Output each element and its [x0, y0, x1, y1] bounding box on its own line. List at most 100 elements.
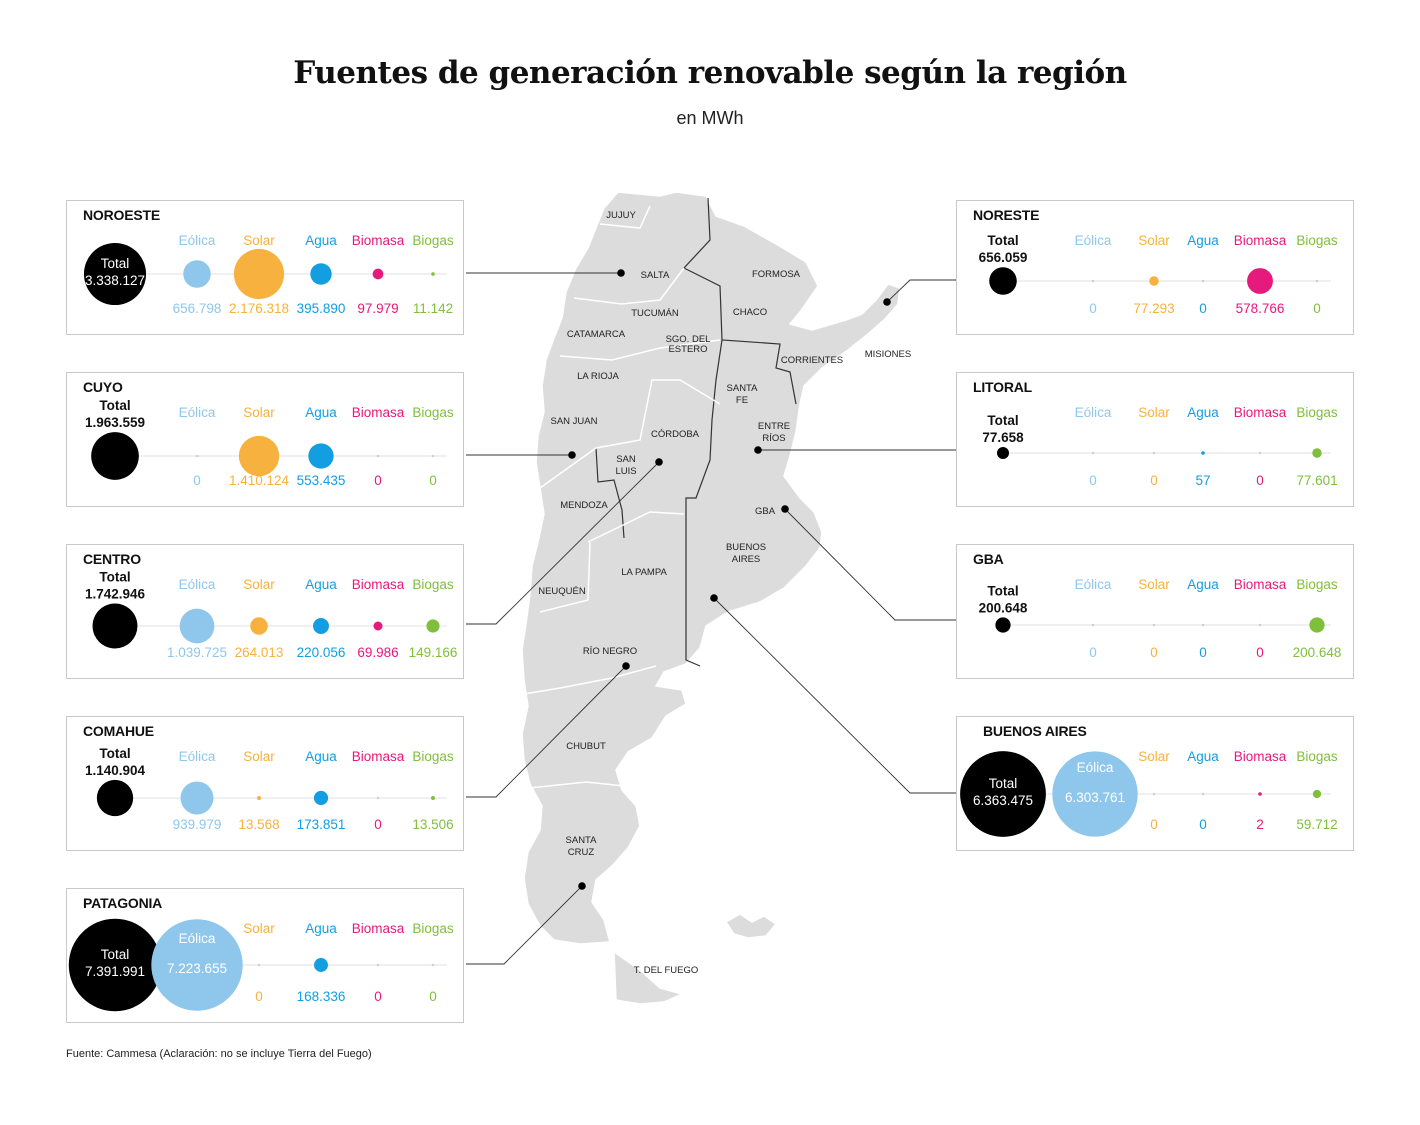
eolica-bubble	[1052, 751, 1138, 837]
solar-value: 0	[255, 989, 263, 1004]
solar-bubble	[1152, 792, 1156, 796]
region-bubbles: Total 1.963.559 Eólica 0 Solar 1.410.124 Agua 5…	[85, 398, 454, 488]
province-label: LA PAMPA	[621, 567, 667, 578]
province-label: FORMOSA	[752, 269, 801, 280]
biomasa-value: 578.766	[1236, 301, 1285, 316]
eolica-header: Eólica	[179, 233, 216, 248]
region-name: COMAHUE	[83, 723, 154, 739]
region-bubbles: Total 3.338.127 Eólica 656.798 Solar 2.176.31…	[83, 233, 454, 316]
agua-value: 173.851	[297, 817, 346, 832]
province-label: GBA	[755, 506, 776, 517]
province-label: ENTRE RÍOS	[758, 421, 790, 444]
region-panel: CUYO Total 1.963.559 Eólica 0 Solar 1.410.124 A…	[66, 372, 464, 507]
region-panel: CENTRO Total 1.742.946 Eólica 1.039.725 Solar…	[66, 544, 464, 679]
connector-line	[466, 665, 627, 798]
province-lines	[523, 205, 721, 789]
solar-header: Solar	[243, 233, 275, 248]
eolica-header: Eólica	[1075, 233, 1112, 248]
eolica-bubble	[195, 454, 199, 458]
eolica-value: 939.979	[173, 817, 222, 832]
biogas-value: 59.712	[1296, 817, 1337, 832]
region-location-dot	[754, 446, 762, 454]
agua-header: Agua	[305, 577, 337, 592]
total-bubble	[989, 267, 1017, 295]
eolica-value: 0	[1089, 645, 1097, 660]
solar-bubble	[233, 248, 285, 300]
biomasa-value: 0	[1256, 645, 1264, 660]
province-label: NEUQUÉN	[538, 586, 586, 597]
province-label: SAN JUAN	[551, 416, 598, 427]
biomasa-header: Biomasa	[352, 233, 405, 248]
agua-header: Agua	[305, 749, 337, 764]
biogas-bubble	[431, 796, 435, 800]
province-label: CHACO	[733, 307, 767, 318]
province-label: MISIONES	[865, 349, 911, 360]
biogas-bubble	[426, 619, 440, 633]
biomasa-header: Biomasa	[1234, 405, 1287, 420]
biogas-header: Biogas	[1296, 405, 1338, 420]
biogas-value: 0	[1313, 301, 1321, 316]
region-name: LITORAL	[973, 379, 1033, 395]
eolica-header: Eólica	[179, 405, 216, 420]
biomasa-bubble	[376, 454, 380, 458]
connector-line	[886, 279, 956, 303]
region-location-dot	[655, 458, 663, 466]
eolica-bubble	[1091, 623, 1095, 627]
province-label: SANTA CRUZ	[566, 835, 598, 858]
agua-bubble	[313, 790, 329, 806]
region-name: GBA	[973, 551, 1004, 567]
eolica-header: Eólica	[179, 577, 216, 592]
eolica-bubble	[183, 260, 211, 288]
biogas-bubble	[1312, 789, 1322, 799]
biogas-value: 0	[429, 989, 437, 1004]
solar-header: Solar	[1138, 405, 1170, 420]
connector-line	[466, 885, 583, 965]
province-label: BUENOS AIRES	[726, 542, 766, 565]
biogas-bubble	[431, 454, 435, 458]
agua-value: 220.056	[297, 645, 346, 660]
total-label: Total 3.338.127	[85, 256, 145, 288]
province-label: CATAMARCA	[567, 329, 626, 340]
chart-title: Fuentes de generación renovable según la…	[293, 55, 1127, 91]
total-bubble	[96, 779, 134, 817]
biomasa-header: Biomasa	[1234, 233, 1287, 248]
agua-header: Agua	[305, 233, 337, 248]
region-location-dot	[781, 505, 789, 513]
agua-value: 168.336	[297, 989, 346, 1004]
solar-header: Solar	[243, 749, 275, 764]
eolica-bubble	[180, 781, 214, 815]
biomasa-value: 0	[374, 817, 382, 832]
solar-header: Solar	[243, 405, 275, 420]
eolica-bubble	[1091, 279, 1095, 283]
biomasa-bubble	[376, 796, 380, 800]
mainland-shape	[521, 191, 901, 945]
biogas-bubble	[1312, 448, 1322, 458]
biomasa-value: 0	[374, 473, 382, 488]
total-label: Total 6.363.475	[973, 776, 1033, 808]
agua-bubble	[313, 618, 329, 634]
agua-header: Agua	[1187, 405, 1219, 420]
tierra-del-fuego-shape	[613, 951, 683, 1005]
region-location-dot	[622, 662, 630, 670]
biomasa-bubble	[1258, 451, 1262, 455]
biomasa-bubble	[372, 268, 384, 280]
biomasa-header: Biomasa	[352, 921, 405, 936]
province-borders	[595, 197, 797, 667]
eolica-value: 1.039.725	[167, 645, 227, 660]
eolica-header: Eólica	[179, 749, 216, 764]
solar-value: 0	[1150, 817, 1158, 832]
biogas-header: Biogas	[412, 921, 454, 936]
malvinas-shape	[725, 913, 777, 939]
total-bubble	[92, 603, 138, 649]
connector-line	[784, 508, 956, 621]
biomasa-header: Biomasa	[1234, 577, 1287, 592]
total-label: Total 7.391.991	[85, 947, 145, 979]
solar-value: 1.410.124	[229, 473, 290, 488]
biomasa-header: Biomasa	[352, 749, 405, 764]
biogas-header: Biogas	[412, 749, 454, 764]
connector-lines	[466, 272, 956, 965]
solar-bubble	[250, 617, 268, 635]
solar-value: 0	[1150, 645, 1158, 660]
region-panel: PATAGONIA Total 7.391.991 Eólica 7.223.655 So…	[66, 888, 464, 1023]
